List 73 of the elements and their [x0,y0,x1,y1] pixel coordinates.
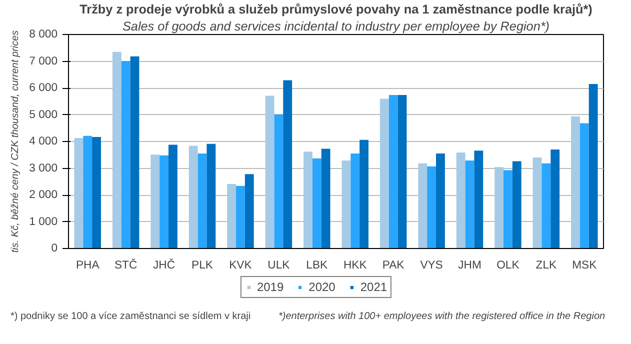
y-tick-label: 4 000 [29,136,58,148]
bar [312,158,322,248]
bar [83,136,92,248]
bar [92,136,101,248]
bar [244,174,254,248]
bar [474,150,484,248]
bar [427,166,436,248]
x-tick-label: ULK [268,260,290,272]
bar [580,123,589,248]
y-tick-label: 6 000 [29,82,58,94]
x-tick-label: STČ [114,258,138,272]
x-tick-label: HKK [343,260,368,272]
bar [168,144,178,248]
x-tick-label: PAK [382,260,405,272]
x-tick-label: JHM [458,260,482,272]
bar [456,152,466,248]
x-tick-label: OLK [496,260,520,272]
y-tick-label: 0 [51,242,58,254]
bar [342,160,351,248]
legend-label: 2019 [256,280,284,294]
x-tick-label: ZLK [536,260,558,272]
bar [504,170,512,248]
bar [160,155,168,248]
bar [227,184,236,248]
bar [465,160,474,248]
bar [121,60,130,248]
bar [350,154,360,248]
bar [398,94,407,248]
legend-label: 2021 [360,280,388,294]
bar [274,114,284,248]
bar [283,80,292,248]
y-tick-label: 2 000 [29,189,58,201]
bar [74,138,84,248]
y-tick-label: 8 000 [29,28,58,40]
bar [542,163,551,248]
y-axis-title: tis. Kč, běžné ceny / CZK thousand, current prices [10,30,22,253]
bar [418,163,428,248]
bar [588,84,598,248]
bar [532,158,542,248]
chart-title: Tržby z prodeje výrobků a služeb průmyslové povahy na 1 zaměstnance podle krajů*) [80,2,592,16]
x-tick-label: PHA [76,260,100,272]
bar [188,146,198,248]
y-tick-label: 3 000 [29,162,58,174]
y-tick-label: 1 000 [29,216,58,228]
bar [550,150,560,248]
text: *)enterprises with 100+ employees with the registered office in the Region [278,311,606,322]
x-tick-label: KVK [229,260,252,272]
bar [265,96,274,248]
bar [130,56,140,248]
legend-label: 2020 [308,280,336,294]
bar [571,116,580,248]
x-tick-label: JHČ [153,258,176,272]
x-tick-label: PLK [192,260,214,272]
bar [112,52,122,248]
bar [360,140,368,248]
x-tick-label: LBK [306,260,328,272]
bar [388,94,398,248]
bar [236,186,245,248]
text: *) podniky se 100 a více zaměstnanci se sídlem v kraji [10,311,251,322]
x-tick-label: MSK [572,260,598,272]
y-tick-label: 7 000 [29,55,58,68]
bar [321,148,330,248]
bar [304,152,312,248]
x-tick-label: VYS [420,260,444,272]
bar [150,154,160,248]
y-tick-label: 5 000 [29,108,58,121]
bar [436,154,445,248]
bar [198,154,207,248]
bar [206,144,216,248]
bar [494,167,504,248]
chart-subtitle: Sales of goods and services incidental to industry per employee by Region*) [122,20,550,34]
bar [512,161,522,248]
bar [380,98,389,248]
